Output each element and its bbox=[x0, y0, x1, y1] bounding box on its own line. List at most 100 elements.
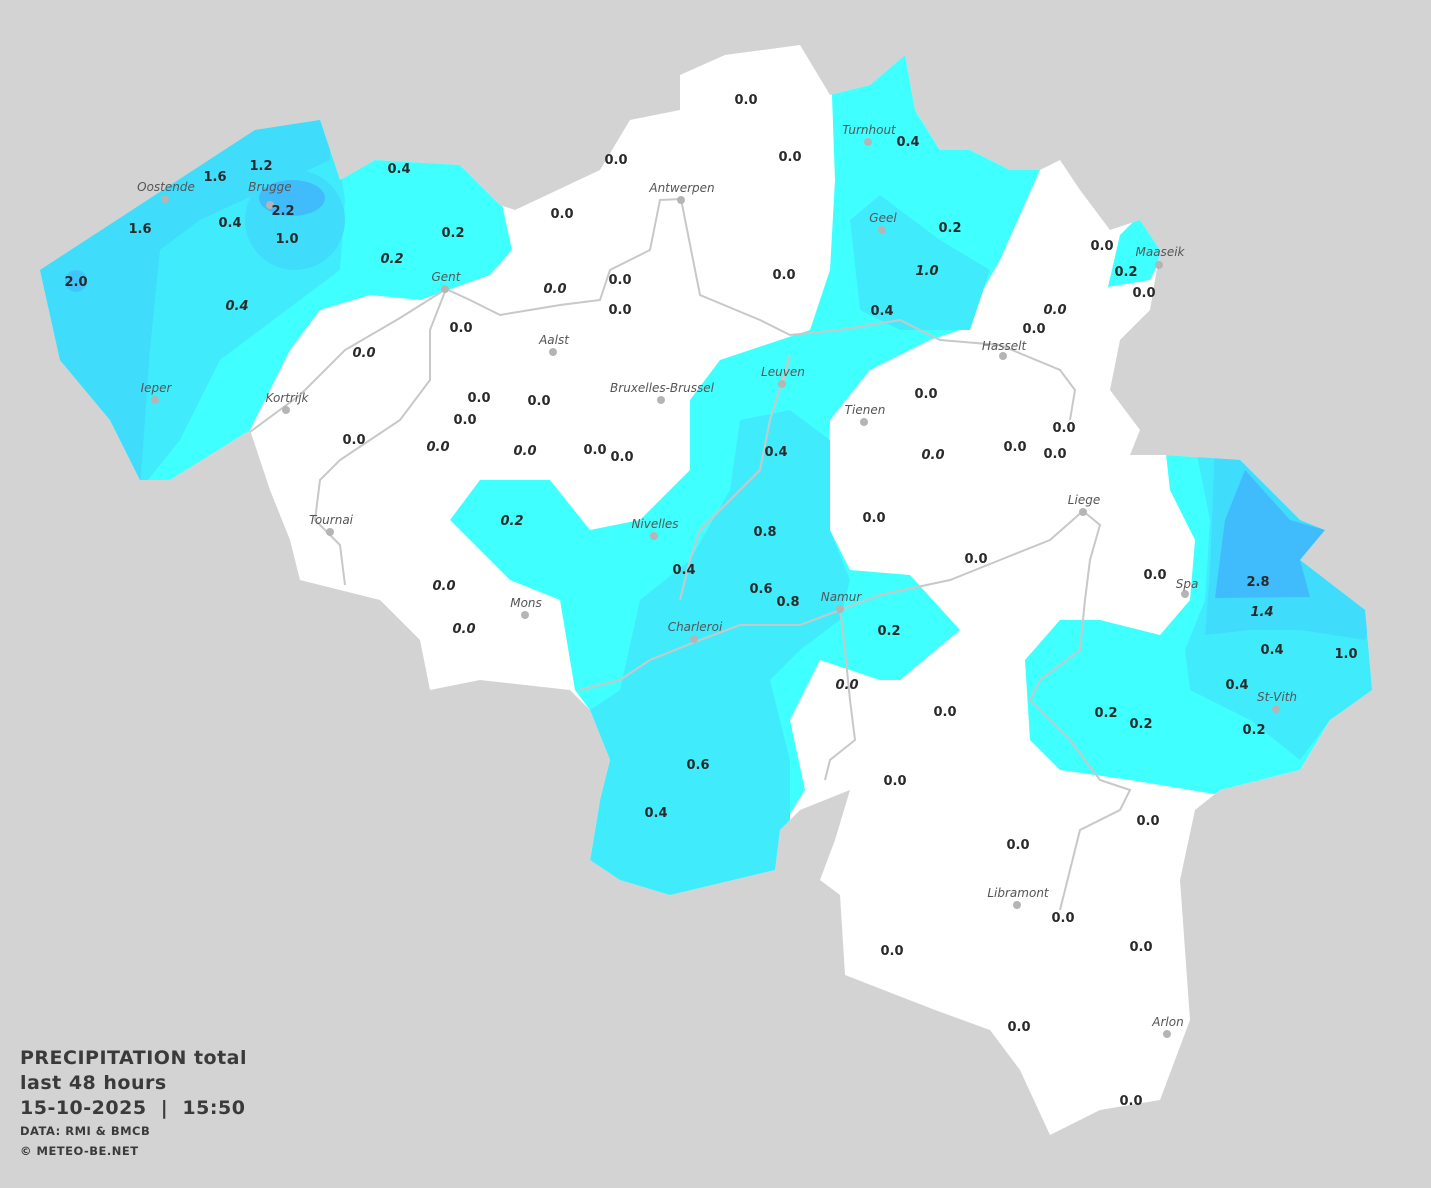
city-dot bbox=[650, 532, 658, 540]
city-label: Arlon bbox=[1151, 1015, 1183, 1029]
city-dot bbox=[878, 226, 886, 234]
station-value: 0.2 bbox=[1114, 265, 1137, 280]
station-value: 0.0 bbox=[432, 579, 455, 594]
city-dot bbox=[690, 635, 698, 643]
city-dot bbox=[161, 195, 169, 203]
station-value: 0.0 bbox=[608, 303, 631, 318]
station-value: 1.2 bbox=[249, 159, 272, 174]
station-value: 0.2 bbox=[441, 226, 464, 241]
station-value: 0.0 bbox=[1090, 239, 1113, 254]
city-dot bbox=[778, 380, 786, 388]
station-value: 0.0 bbox=[610, 450, 633, 465]
city-label: Hasselt bbox=[982, 339, 1028, 353]
station-value: 0.4 bbox=[387, 162, 410, 177]
station-value: 0.8 bbox=[776, 595, 799, 610]
city-label: Tienen bbox=[845, 403, 886, 417]
station-value: 0.6 bbox=[686, 758, 709, 773]
station-value: 0.2 bbox=[380, 252, 403, 267]
city-dot bbox=[1181, 590, 1189, 598]
station-value: 0.0 bbox=[452, 622, 475, 637]
station-value: 0.0 bbox=[883, 774, 906, 789]
station-value: 0.0 bbox=[604, 153, 627, 168]
station-value: 0.0 bbox=[543, 282, 566, 297]
city-label: Aalst bbox=[538, 333, 570, 347]
city-dot bbox=[1079, 508, 1087, 516]
station-value: 1.0 bbox=[275, 232, 298, 247]
station-value: 0.0 bbox=[608, 273, 631, 288]
station-value: 1.0 bbox=[1334, 647, 1357, 662]
station-value: 0.0 bbox=[862, 511, 885, 526]
city-dot bbox=[677, 196, 685, 204]
station-value: 0.4 bbox=[1260, 643, 1283, 658]
station-value: 0.4 bbox=[764, 445, 787, 460]
zone-westhoek-max bbox=[65, 270, 87, 292]
city-label: Libramont bbox=[987, 886, 1050, 900]
station-value: 0.0 bbox=[342, 433, 365, 448]
station-value: 0.2 bbox=[938, 221, 961, 236]
map-legend: PRECIPITATION total last 48 hours 15-10-… bbox=[20, 1046, 247, 1161]
station-value: 0.6 bbox=[749, 582, 772, 597]
station-value: 0.0 bbox=[513, 444, 536, 459]
station-value: 0.2 bbox=[1094, 706, 1117, 721]
station-value: 0.0 bbox=[1143, 568, 1166, 583]
station-value: 0.8 bbox=[753, 525, 776, 540]
city-label: Gent bbox=[432, 270, 462, 284]
city-label: Spa bbox=[1176, 577, 1199, 591]
city-dot bbox=[860, 418, 868, 426]
station-value: 0.0 bbox=[1132, 286, 1155, 301]
station-value: 0.2 bbox=[877, 624, 900, 639]
city-label: Ieper bbox=[141, 381, 173, 395]
station-value: 0.4 bbox=[225, 299, 248, 314]
station-value: 0.0 bbox=[449, 321, 472, 336]
city-dot bbox=[521, 611, 529, 619]
station-value: 0.0 bbox=[1136, 814, 1159, 829]
station-value: 0.0 bbox=[1052, 421, 1075, 436]
zone-brugge-max bbox=[259, 180, 325, 216]
zone-central-mid bbox=[590, 410, 850, 895]
legend-datetime: 15-10-2025 | 15:50 bbox=[20, 1097, 246, 1119]
city-label: Oostende bbox=[137, 180, 195, 194]
station-value: 0.4 bbox=[870, 304, 893, 319]
city-label: Mons bbox=[510, 596, 542, 610]
station-value: 0.0 bbox=[778, 150, 801, 165]
city-dot bbox=[549, 348, 557, 356]
city-dot bbox=[266, 201, 274, 209]
city-label: Kortrijk bbox=[266, 391, 310, 405]
city-dot bbox=[836, 605, 844, 613]
station-value: 0.0 bbox=[1043, 303, 1066, 318]
station-value: 0.0 bbox=[921, 448, 944, 463]
city-dot bbox=[657, 396, 665, 404]
station-value: 2.8 bbox=[1246, 575, 1269, 590]
station-value: 0.2 bbox=[500, 514, 523, 529]
city-label: Nivelles bbox=[631, 517, 678, 531]
station-value: 0.0 bbox=[964, 552, 987, 567]
station-value: 0.0 bbox=[1006, 838, 1029, 853]
station-value: 0.0 bbox=[1007, 1020, 1030, 1035]
city-label: Tournai bbox=[309, 513, 354, 527]
city-dot bbox=[1163, 1030, 1171, 1038]
station-value: 0.0 bbox=[1051, 911, 1074, 926]
station-value: 1.4 bbox=[1250, 605, 1273, 620]
station-value: 1.0 bbox=[915, 264, 938, 279]
station-value: 1.6 bbox=[128, 222, 151, 237]
station-value: 0.0 bbox=[880, 944, 903, 959]
station-value: 0.0 bbox=[1003, 440, 1026, 455]
station-value: 0.0 bbox=[550, 207, 573, 222]
station-value: 0.0 bbox=[835, 678, 858, 693]
city-label: Liege bbox=[1068, 493, 1100, 507]
station-value: 0.4 bbox=[218, 216, 241, 231]
station-value: 0.0 bbox=[453, 413, 476, 428]
station-value: 0.0 bbox=[426, 440, 449, 455]
city-dot bbox=[151, 396, 159, 404]
city-dot bbox=[441, 285, 449, 293]
city-dot bbox=[282, 406, 290, 414]
station-value: 0.2 bbox=[1242, 723, 1265, 738]
station-value: 2.2 bbox=[271, 204, 294, 219]
station-value: 0.0 bbox=[1043, 447, 1066, 462]
legend-copyright: © METEO-BE.NET bbox=[20, 1144, 139, 1158]
station-value: 0.0 bbox=[1022, 322, 1045, 337]
city-label: Antwerpen bbox=[648, 181, 714, 195]
city-dot bbox=[326, 528, 334, 536]
station-value: 0.4 bbox=[896, 135, 919, 150]
